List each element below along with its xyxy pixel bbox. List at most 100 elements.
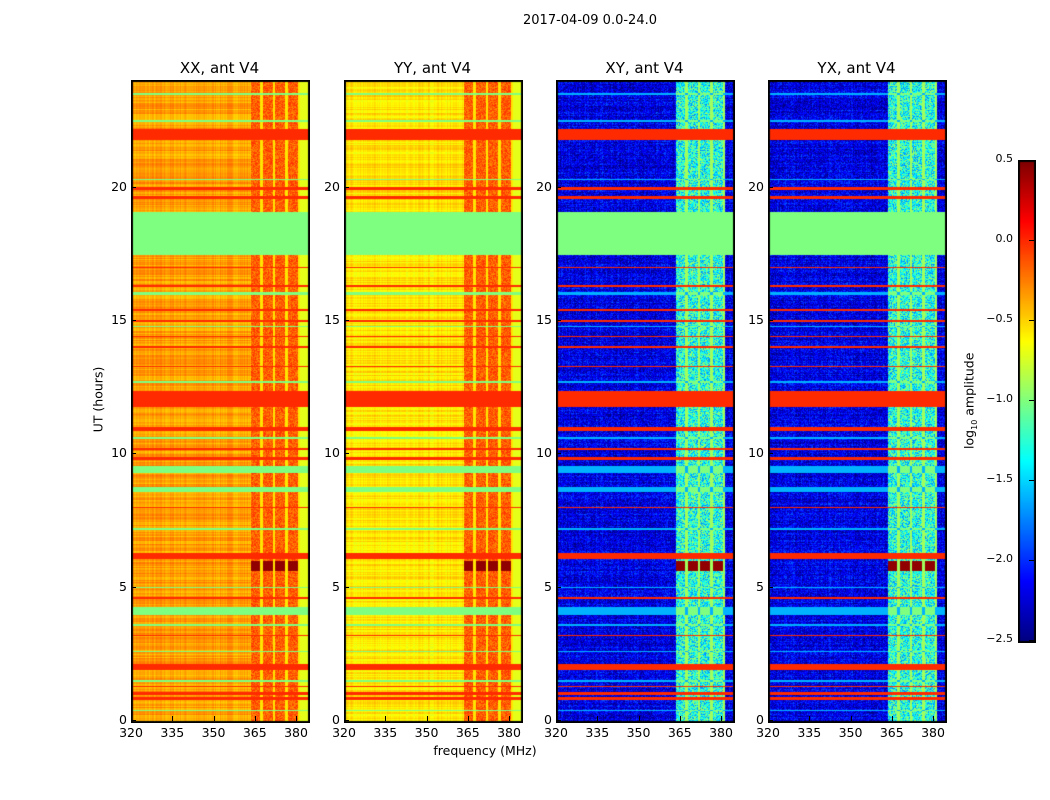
x-tick-mark — [385, 716, 387, 721]
colorbar — [1018, 160, 1036, 643]
y-tick-label: 0 — [119, 712, 127, 727]
y-tick-mark — [556, 720, 561, 721]
y-tick-mark — [131, 453, 136, 455]
x-tick-label: 320 — [756, 725, 780, 740]
y-tick-label: 5 — [756, 578, 764, 594]
colorbar-tick-mark — [1029, 640, 1034, 641]
heatmap-panel — [768, 80, 947, 723]
y-tick-mark — [131, 186, 136, 188]
y-tick-label: 15 — [536, 312, 552, 327]
x-tick-label: 365 — [242, 725, 267, 740]
x-tick-label: 350 — [626, 725, 651, 740]
y-tick-label: 15 — [324, 312, 340, 327]
y-tick-mark — [768, 720, 773, 721]
colorbar-tick-mark — [1029, 320, 1034, 321]
panel-title: YX, ant V4 — [817, 59, 896, 77]
x-tick-label: 365 — [667, 725, 692, 740]
x-tick-label: 380 — [709, 725, 733, 740]
y-tick-label: 0 — [332, 712, 340, 727]
x-tick-label: 350 — [201, 725, 226, 740]
x-tick-mark — [254, 716, 256, 721]
x-tick-label: 380 — [921, 725, 945, 740]
x-tick-label: 350 — [838, 725, 863, 740]
colorbar-tick-mark — [1029, 400, 1034, 401]
x-tick-label: 335 — [373, 725, 398, 740]
colorbar-tick-label: −1.0 — [986, 392, 1013, 405]
x-tick-label: 335 — [160, 725, 185, 740]
y-tick-mark — [768, 186, 773, 188]
y-tick-label: 0 — [756, 712, 764, 727]
x-tick-mark — [768, 716, 769, 721]
panel-title: XX, ant V4 — [179, 59, 260, 77]
colorbar-tick-label: 0.5 — [995, 152, 1014, 165]
y-tick-label: 5 — [332, 578, 340, 594]
colorbar-tick-label: 0.0 — [995, 232, 1014, 245]
x-tick-label: 365 — [879, 725, 904, 740]
colorbar-tick-label: −1.5 — [986, 472, 1013, 485]
x-tick-label: 320 — [544, 725, 568, 740]
y-tick-label: 10 — [536, 445, 552, 461]
x-tick-mark — [679, 716, 681, 721]
y-tick-mark — [344, 586, 349, 588]
x-tick-label: 335 — [797, 725, 822, 740]
colorbar-tick-mark — [1029, 480, 1034, 481]
y-tick-label: 15 — [111, 312, 127, 327]
x-tick-label: 350 — [414, 725, 439, 740]
y-tick-label: 5 — [119, 578, 127, 594]
y-tick-mark — [131, 720, 136, 721]
x-tick-label: 335 — [585, 725, 610, 740]
y-tick-label: 15 — [748, 312, 764, 327]
y-tick-label: 10 — [324, 445, 340, 461]
heatmap-panel — [556, 80, 735, 723]
colorbar-tick-label: −2.0 — [986, 552, 1013, 565]
y-tick-mark — [344, 186, 349, 188]
y-tick-mark — [556, 586, 561, 588]
y-axis-label: UT (hours) — [90, 366, 106, 433]
x-tick-mark — [426, 716, 428, 721]
colorbar-tick-mark — [1029, 240, 1034, 241]
y-tick-label: 10 — [748, 445, 764, 461]
y-tick-mark — [344, 453, 349, 455]
y-tick-label: 10 — [111, 445, 127, 461]
heatmap-panel — [344, 80, 523, 723]
y-tick-mark — [556, 453, 561, 455]
y-tick-label: 5 — [544, 578, 552, 594]
figure-title: 2017-04-09 0.0-24.0 — [523, 13, 657, 28]
x-axis-label: frequency (MHz) — [433, 743, 537, 758]
x-tick-mark — [850, 716, 852, 721]
x-tick-label: 380 — [497, 725, 521, 740]
panel-title: XY, ant V4 — [605, 59, 684, 77]
x-tick-label: 380 — [284, 725, 308, 740]
x-tick-mark — [509, 716, 510, 721]
x-tick-mark — [213, 716, 215, 721]
x-tick-mark — [721, 716, 722, 721]
x-tick-label: 365 — [455, 725, 480, 740]
x-tick-mark — [809, 716, 811, 721]
y-tick-label: 20 — [324, 178, 340, 194]
heatmap-panel — [131, 80, 310, 723]
x-tick-mark — [172, 716, 174, 721]
x-tick-mark — [638, 716, 640, 721]
x-tick-mark — [933, 716, 934, 721]
y-tick-mark — [131, 586, 136, 588]
colorbar-tick-label: −2.5 — [986, 632, 1013, 645]
y-tick-mark — [768, 320, 773, 321]
x-tick-mark — [891, 716, 893, 721]
x-tick-mark — [344, 716, 345, 721]
y-tick-mark — [131, 320, 136, 321]
x-tick-mark — [467, 716, 469, 721]
y-tick-label: 0 — [544, 712, 552, 727]
x-tick-mark — [131, 716, 132, 721]
y-tick-mark — [768, 586, 773, 588]
x-tick-label: 320 — [119, 725, 143, 740]
y-tick-label: 20 — [111, 178, 127, 194]
y-tick-label: 20 — [748, 178, 764, 194]
y-tick-mark — [556, 186, 561, 188]
x-tick-mark — [597, 716, 599, 721]
colorbar-tick-label: −0.5 — [986, 312, 1013, 325]
colorbar-tick-mark — [1029, 160, 1034, 161]
y-tick-mark — [344, 720, 349, 721]
x-tick-label: 320 — [332, 725, 356, 740]
x-tick-mark — [296, 716, 297, 721]
